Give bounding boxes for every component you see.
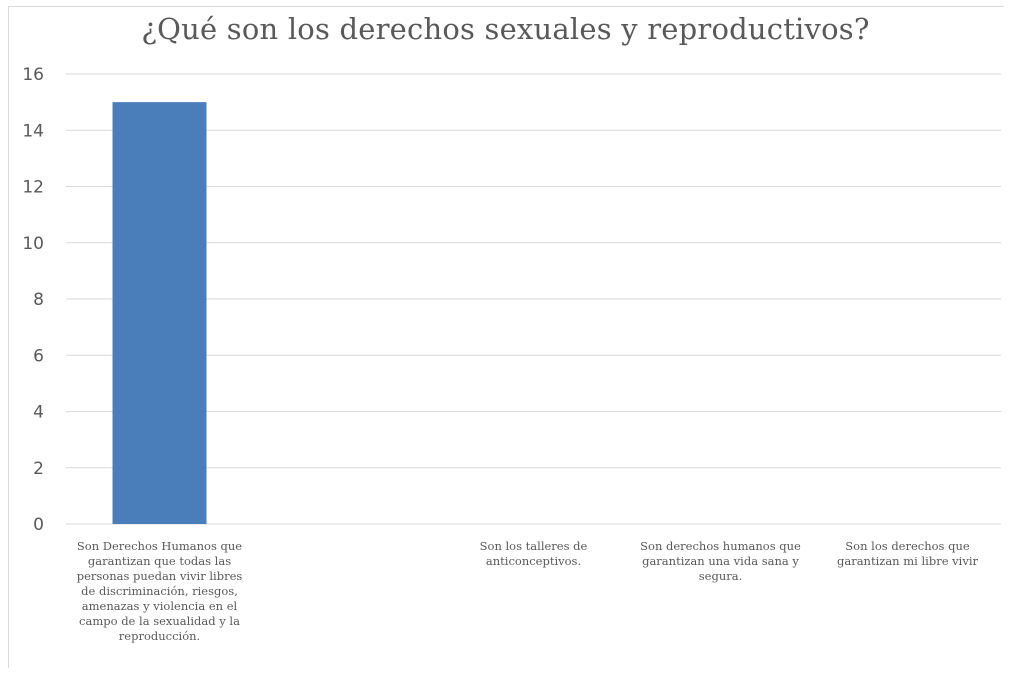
chart-frame [8,6,1004,668]
y-tick-label: 10 [22,234,44,254]
y-tick-label: 8 [33,290,44,310]
y-tick-label: 0 [33,515,44,535]
category-label-4: Son los derechos que garantizan mi libre… [836,539,978,568]
category-label-0: Son Derechos Humanos que garantizan que … [76,539,243,643]
y-tick-label: 16 [22,65,44,85]
category-label-2: Son los talleres de anticonceptivos. [479,539,588,568]
y-tick-label: 14 [22,121,44,141]
y-tick-label: 12 [22,178,44,198]
y-tick-label: 2 [33,459,44,479]
y-tick-label: 6 [33,346,44,366]
y-tick-label: 4 [33,403,44,423]
bar-0 [112,102,207,524]
category-label-3: Son derechos humanos que garantizan una … [640,539,801,583]
chart-title: ¿Qué son los derechos sexuales y reprodu… [141,12,870,46]
